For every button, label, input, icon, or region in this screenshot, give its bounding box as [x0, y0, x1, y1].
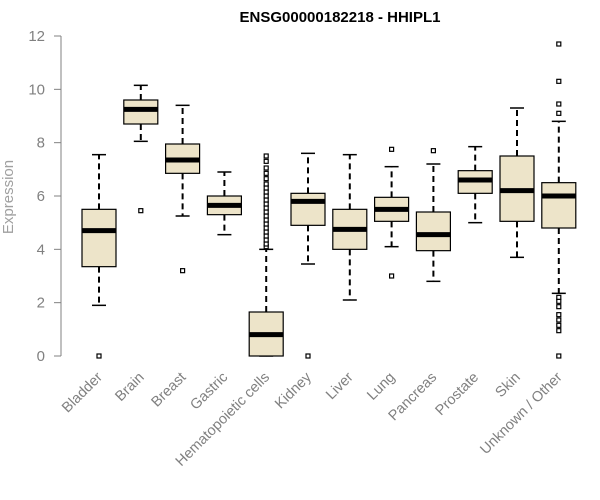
outlier-point — [263, 176, 269, 182]
outlier-point — [263, 197, 269, 203]
outlier-point — [180, 268, 186, 274]
x-tick-label: Kidney — [272, 369, 315, 412]
outlier-point — [263, 205, 269, 211]
outlier-point — [138, 208, 144, 214]
y-tick-label: 0 — [37, 348, 45, 365]
outlier-point — [263, 229, 269, 235]
iqr-box — [81, 208, 117, 268]
y-tick-label: 2 — [37, 295, 45, 312]
outlier-point — [263, 158, 269, 164]
outlier-point — [556, 78, 562, 84]
outlier-point — [263, 165, 269, 171]
box-9 — [415, 148, 451, 283]
chart-title: ENSG00000182218 - HHIPL1 — [240, 9, 441, 26]
box-4 — [206, 171, 242, 236]
y-tick-label: 10 — [28, 81, 45, 98]
outlier-point — [389, 146, 395, 152]
outlier-point — [430, 148, 436, 154]
y-axis-title: Expression — [0, 160, 17, 234]
iqr-box — [541, 182, 577, 229]
boxes-group — [81, 41, 577, 359]
outlier-point — [263, 181, 269, 187]
x-tick-label: Prostate — [433, 370, 482, 419]
box-10 — [457, 145, 493, 224]
outlier-point — [263, 170, 269, 176]
iqr-box — [415, 211, 451, 252]
box-6 — [290, 152, 326, 359]
outlier-point — [96, 353, 102, 359]
outlier-point — [263, 237, 269, 243]
outlier-point — [556, 328, 562, 334]
y-tick-label: 4 — [37, 241, 45, 258]
box-5 — [248, 153, 284, 357]
outlier-point — [389, 273, 395, 279]
iqr-box — [290, 192, 326, 226]
outlier-point — [556, 294, 562, 300]
x-tick-label: Liver — [323, 369, 357, 403]
iqr-box — [123, 99, 159, 125]
outlier-point — [556, 110, 562, 116]
x-tick-label: Bladder — [59, 369, 106, 416]
outlier-point — [263, 233, 269, 239]
box-1 — [81, 153, 117, 359]
outlier-point — [556, 101, 562, 107]
outlier-point — [263, 221, 269, 227]
outlier-point — [556, 317, 562, 323]
x-tick-label: Skin — [493, 370, 524, 401]
outlier-point — [556, 353, 562, 359]
outlier-point — [556, 312, 562, 318]
x-tick-label: Brain — [112, 370, 147, 405]
y-tick-label: 8 — [37, 135, 45, 152]
outlier-point — [263, 217, 269, 223]
x-tick-label: Breast — [148, 370, 189, 411]
outlier-point — [263, 241, 269, 247]
outlier-point — [263, 209, 269, 215]
outlier-point — [556, 322, 562, 328]
x-tick-label: Lung — [364, 370, 398, 404]
y-tick-label: 12 — [28, 28, 45, 45]
box-3 — [165, 104, 201, 274]
y-tick-label: 6 — [37, 188, 45, 205]
box-2 — [123, 84, 159, 214]
outlier-point — [263, 213, 269, 219]
outlier-point — [263, 225, 269, 231]
y-axis: 0 2 4 6 8 10 12 — [28, 28, 62, 365]
box-8 — [374, 146, 410, 279]
outlier-point — [263, 185, 269, 191]
outlier-point — [263, 201, 269, 207]
outlier-point — [263, 189, 269, 195]
box-12 — [541, 41, 577, 359]
outlier-point — [263, 193, 269, 199]
box-11 — [499, 107, 535, 259]
outlier-point — [556, 304, 562, 310]
outlier-point — [556, 41, 562, 47]
outlier-point — [263, 153, 269, 159]
outlier-point — [556, 298, 562, 304]
box-7 — [332, 153, 368, 301]
outlier-point — [305, 353, 311, 359]
